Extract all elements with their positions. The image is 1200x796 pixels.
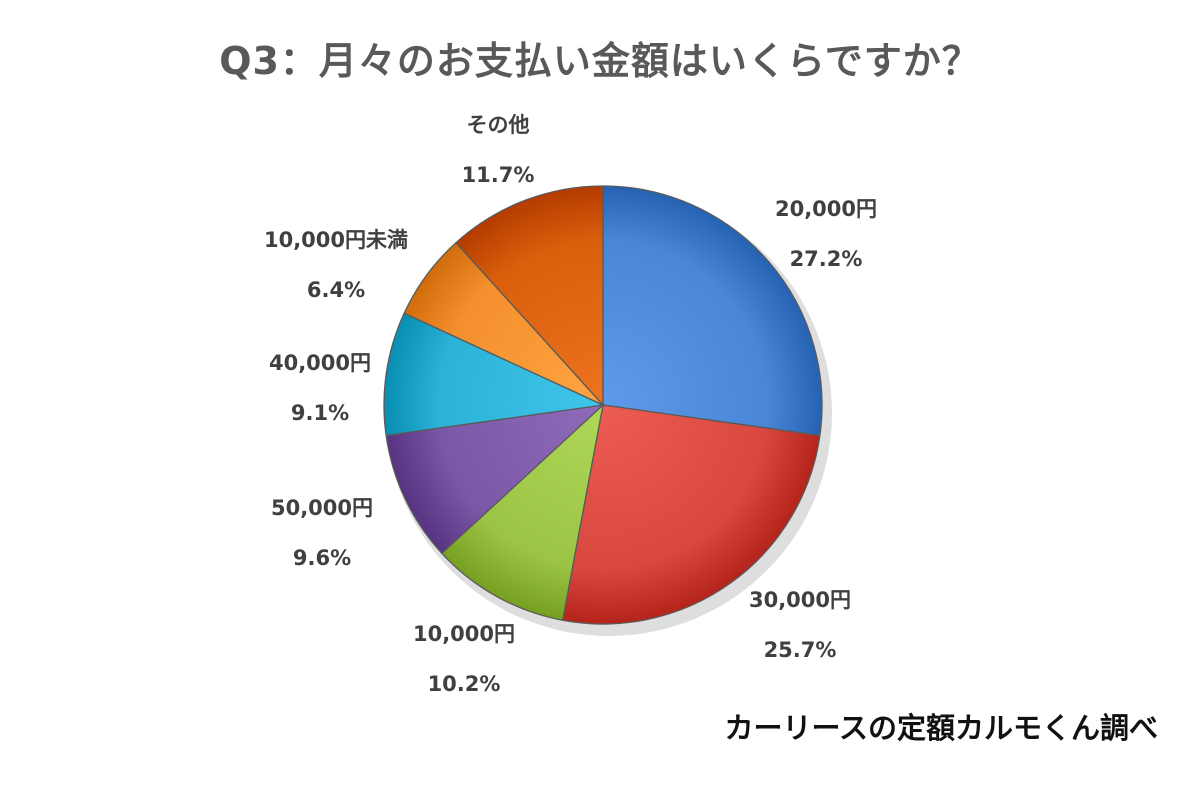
pie-slice [561, 404, 821, 625]
pie-slice [440, 403, 604, 621]
pie-slice [602, 185, 823, 437]
slice-category-label: 30,000円 [749, 588, 851, 612]
pie-slice [383, 312, 606, 437]
slice-percent-label: 10.2% [428, 672, 501, 696]
slice-category-label: その他 [467, 113, 530, 137]
pie-slice [455, 185, 604, 407]
chart-title: Q3：月々のお支払い金額はいくらですか？ [219, 39, 981, 83]
slice-category-label: 40,000円 [269, 351, 371, 375]
pie-slice [385, 404, 605, 555]
slice-category-label: 20,000円 [775, 197, 877, 221]
slice-percent-label: 25.7% [764, 638, 837, 662]
slice-percent-label: 27.2% [790, 247, 863, 271]
slice-percent-label: 11.7% [462, 163, 535, 187]
slice-percent-label: 6.4% [307, 278, 365, 302]
slice-category-label: 50,000円 [271, 496, 373, 520]
slice-category-label: 10,000円 [413, 622, 515, 646]
slice-category-label: 10,000円未満 [264, 228, 408, 252]
source-note: カーリースの定額カルモくん調べ [724, 711, 1158, 745]
slice-percent-label: 9.1% [291, 401, 349, 425]
slice-percent-label: 9.6% [293, 546, 351, 570]
